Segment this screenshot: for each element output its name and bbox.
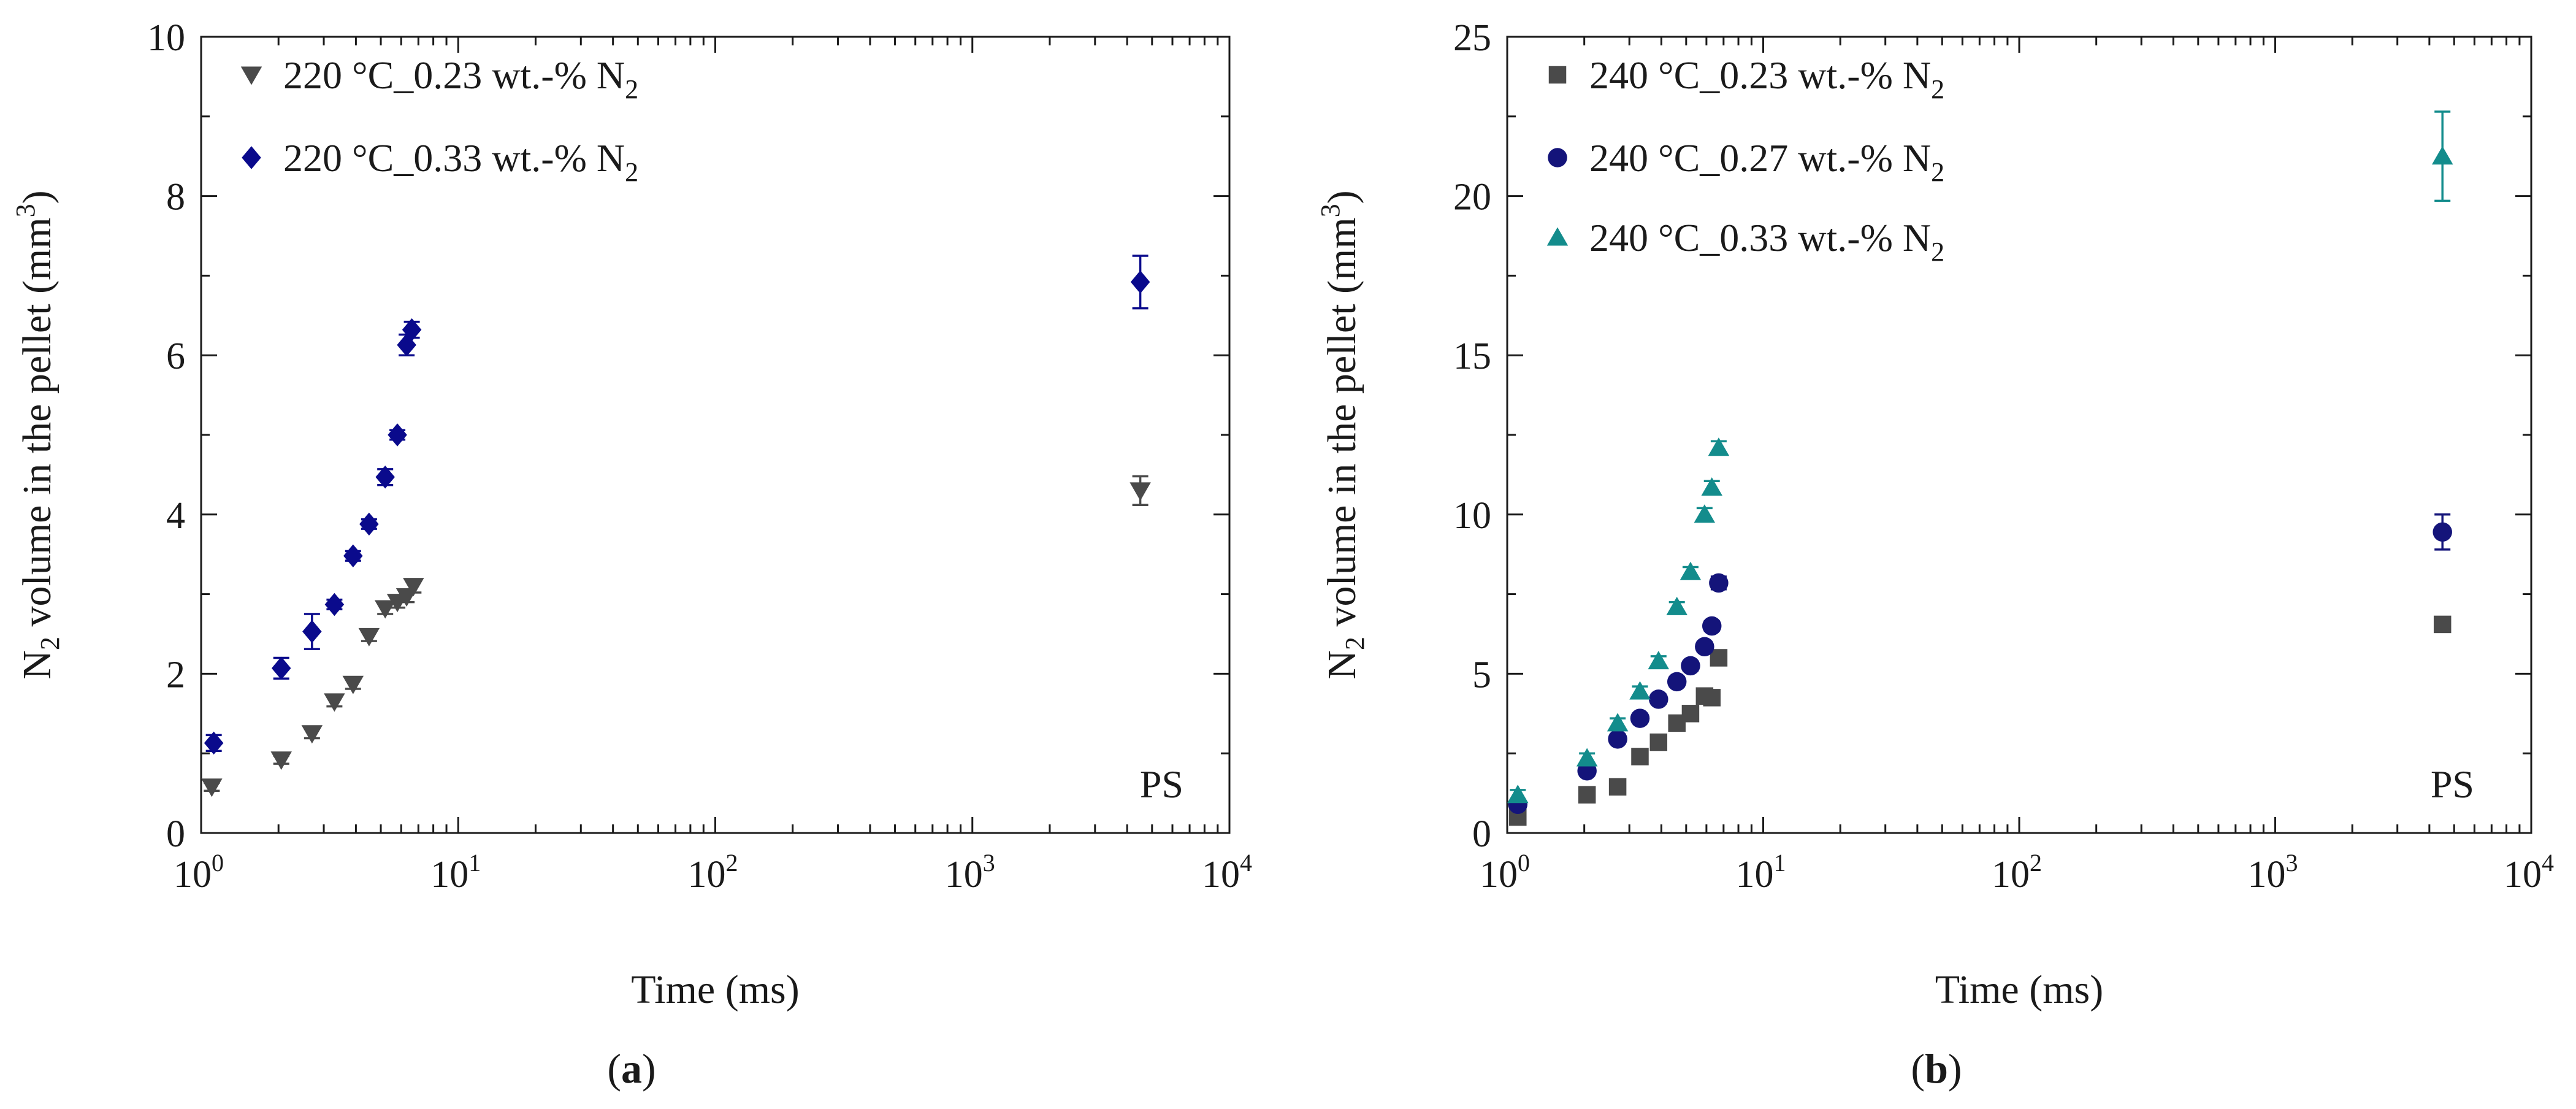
- annotation-ps: PS: [2431, 762, 2474, 806]
- series-2: [1508, 513, 2452, 815]
- data-point: [375, 466, 395, 489]
- data-point: [1129, 482, 1151, 501]
- data-point: [402, 318, 422, 342]
- panel-label-a: (a): [607, 1045, 655, 1092]
- data-point: [204, 731, 224, 755]
- data-point: [301, 725, 323, 744]
- x-tick-label: 103: [2248, 849, 2298, 896]
- annotation-ps: PS: [1140, 762, 1183, 806]
- data-point: [388, 423, 407, 447]
- data-point: [1695, 637, 1714, 657]
- y-tick-label: 5: [1472, 654, 1491, 696]
- data-point: [271, 656, 291, 680]
- data-point: [1702, 616, 1722, 636]
- data-point: [1629, 681, 1651, 700]
- x-tick-label: 101: [1736, 849, 1786, 896]
- x-tick-label: 100: [1480, 849, 1530, 896]
- y-axis-title: N2 volume in the pellet (mm3): [1315, 190, 1370, 679]
- x-axis-title: Time (ms): [1935, 967, 2103, 1012]
- y-tick-label: 2: [166, 654, 185, 696]
- series-2: [204, 255, 1150, 755]
- legend-label: 220 °C_0.33 wt.-% N2: [283, 136, 638, 187]
- data-point: [1667, 672, 1687, 692]
- series-1: [1509, 615, 2452, 826]
- data-point: [1631, 748, 1649, 766]
- legend-marker: [1548, 66, 1567, 84]
- data-point: [324, 693, 345, 712]
- data-point: [342, 675, 364, 694]
- y-tick-label: 4: [166, 495, 185, 537]
- data-point: [2431, 146, 2453, 165]
- y-tick-label: 6: [166, 336, 185, 377]
- y-axis-title: N2 volume in the pellet (mm3): [10, 190, 65, 679]
- data-point: [1649, 689, 1668, 709]
- y-tick-label: 0: [1472, 813, 1491, 855]
- data-point: [1608, 729, 1627, 749]
- data-point: [1708, 437, 1730, 456]
- data-point: [343, 544, 363, 568]
- data-point: [1608, 778, 1627, 796]
- data-point: [1130, 271, 1150, 294]
- legend-label: 240 °C_0.23 wt.-% N2: [1589, 53, 1944, 104]
- chart-panel-b: 100 101 102 103 104 0 5 10 15 20 25 Time (ms) N2 vol…: [1315, 17, 2554, 1012]
- x-tick-label: 101: [430, 849, 481, 896]
- series-1: [201, 475, 1151, 797]
- legend-marker: [1546, 227, 1569, 246]
- data-point: [359, 512, 379, 536]
- data-point: [270, 751, 292, 770]
- x-tick-label: 100: [174, 849, 224, 896]
- data-point: [1681, 705, 1700, 723]
- x-axis-title: Time (ms): [631, 967, 799, 1012]
- data-point: [1507, 785, 1529, 804]
- data-point: [1607, 713, 1629, 732]
- data-point: [1649, 733, 1668, 751]
- legend-label: 240 °C_0.33 wt.-% N2: [1589, 216, 1944, 267]
- data-point: [358, 627, 380, 647]
- data-point: [201, 778, 223, 797]
- x-tick-label: 103: [945, 849, 995, 896]
- data-point: [1630, 708, 1650, 728]
- y-tick-label: 8: [166, 177, 185, 218]
- x-tick-label: 104: [1202, 849, 1252, 896]
- data-point: [1709, 573, 1729, 593]
- y-tick-label: 15: [1453, 336, 1491, 377]
- panel-label-b: (b): [1911, 1045, 1962, 1092]
- data-point: [1681, 656, 1700, 676]
- legend-marker: [1548, 148, 1567, 167]
- data-point: [1578, 786, 1596, 804]
- legend-label: 240 °C_0.27 wt.-% N2: [1589, 136, 1944, 187]
- legend-label: 220 °C_0.23 wt.-% N2: [283, 53, 638, 104]
- data-point: [2433, 522, 2452, 542]
- data-point: [1694, 504, 1716, 523]
- legend-marker: [242, 146, 261, 169]
- y-tick-label: 25: [1453, 17, 1491, 59]
- data-point: [374, 600, 396, 619]
- data-point: [1703, 689, 1721, 707]
- data-point: [1701, 477, 1722, 496]
- y-tick-label: 10: [147, 17, 185, 59]
- y-tick-label: 0: [166, 813, 185, 855]
- chart-panel-a: 100 101 102 103 104 0 2 4 6 8 10 Time (ms) N2 volume…: [10, 17, 1252, 1012]
- legend-marker: [240, 66, 262, 85]
- data-point: [1648, 651, 1670, 670]
- x-tick-label: 102: [1992, 849, 2042, 896]
- series-3: [1507, 110, 2453, 804]
- x-tick-label: 104: [2504, 849, 2554, 896]
- data-point: [1680, 561, 1702, 580]
- data-point: [403, 578, 424, 597]
- data-point: [1666, 596, 1687, 615]
- y-tick-label: 20: [1453, 177, 1491, 218]
- data-point: [1710, 649, 1728, 667]
- data-point: [2433, 615, 2452, 634]
- data-point: [1576, 748, 1598, 767]
- data-point: [302, 620, 322, 643]
- y-tick-label: 10: [1453, 495, 1491, 537]
- data-point: [324, 593, 345, 616]
- x-tick-label: 102: [688, 849, 738, 896]
